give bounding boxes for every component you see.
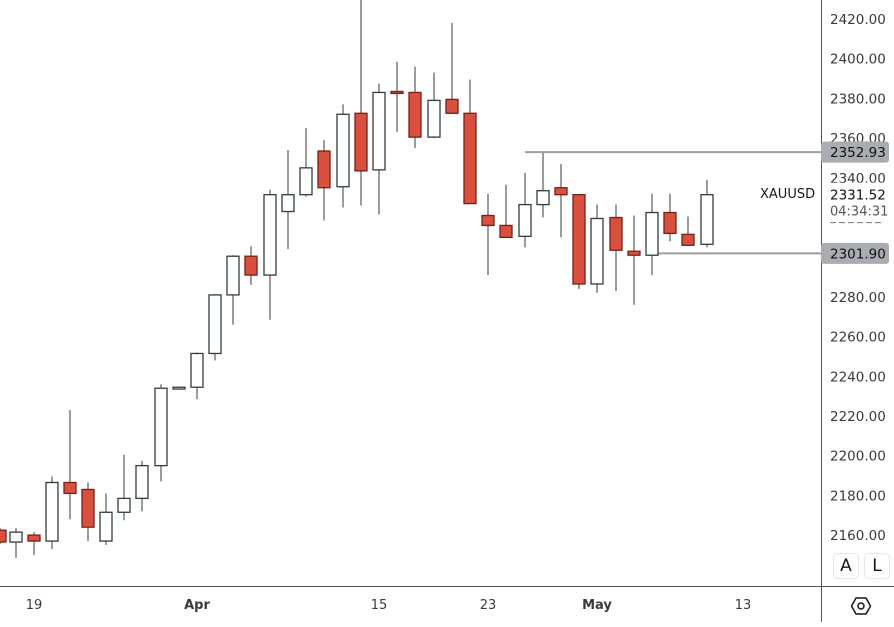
price-tick-label: 2420.00 (830, 12, 886, 28)
log-scale-button[interactable]: L (864, 553, 890, 579)
price-tick-label: 2260.00 (830, 330, 886, 346)
candle (408, 66, 422, 149)
candle (27, 532, 41, 555)
candle (463, 79, 477, 205)
symbol-label: XAUUSD (760, 187, 816, 202)
candle (9, 528, 23, 558)
settings-button[interactable] (848, 593, 874, 619)
candle (445, 22, 459, 114)
candle (135, 460, 149, 512)
time-tick-label: 23 (480, 598, 497, 613)
time-tick-label: Apr (184, 598, 210, 613)
candle (117, 454, 131, 521)
time-tick-label: 15 (371, 598, 388, 613)
candle (481, 193, 495, 276)
candle (518, 172, 532, 248)
price-tick-label: 2280.00 (830, 290, 886, 306)
time-tick-label: 19 (26, 598, 43, 613)
candle (172, 386, 186, 390)
price-tick-label: 2240.00 (830, 369, 886, 385)
candle (372, 83, 386, 215)
candle (99, 493, 113, 546)
candle (81, 482, 95, 542)
auto-scale-button[interactable]: A (833, 553, 859, 579)
candle (590, 204, 604, 293)
price-tick-label: 2220.00 (830, 409, 886, 425)
candle (645, 193, 659, 276)
level-price-labels: 2352.93 2301.90 (821, 141, 889, 264)
time-tick-label: 13 (735, 598, 752, 613)
candle (627, 215, 641, 305)
candle (336, 104, 350, 208)
candle (663, 193, 677, 242)
price-tick-label: 2400.00 (830, 52, 886, 68)
candle (554, 163, 568, 238)
candle (226, 255, 240, 325)
candle (700, 179, 714, 248)
price-tick-label: 2380.00 (830, 91, 886, 107)
candle (0, 528, 7, 545)
hexagon-settings-icon (850, 597, 872, 615)
candle (536, 152, 550, 218)
candle-series (0, 0, 714, 558)
price-tick-label: 2180.00 (830, 488, 886, 504)
candle (609, 204, 623, 291)
candle (427, 72, 441, 139)
candle (281, 150, 295, 250)
candle (499, 184, 513, 239)
price-tick-label: 2200.00 (830, 449, 886, 465)
last-price-value: 2331.52 (830, 188, 886, 204)
svg-text:2352.93: 2352.93 (830, 145, 886, 161)
candle (45, 476, 59, 549)
candle (208, 294, 222, 361)
candle (63, 410, 77, 520)
time-tick-label: May (582, 598, 612, 613)
time-axis-labels[interactable]: 19 Apr 15 23 May 13 (26, 598, 752, 613)
candle (354, 0, 368, 206)
candle (299, 128, 313, 197)
candle (244, 246, 258, 285)
price-tick-label: 2160.00 (830, 528, 886, 544)
candle (317, 140, 331, 221)
candle (154, 384, 168, 482)
candle (190, 352, 204, 400)
bar-countdown: 04:34:31 (830, 205, 888, 220)
svg-text:2301.90: 2301.90 (830, 246, 886, 262)
candle (681, 216, 695, 246)
candle (263, 189, 277, 320)
candle (572, 194, 586, 289)
price-axis-labels[interactable]: 2420.002400.002380.002360.002340.002280.… (830, 12, 886, 544)
horizontal-levels[interactable] (525, 151, 821, 255)
candle (390, 61, 404, 133)
